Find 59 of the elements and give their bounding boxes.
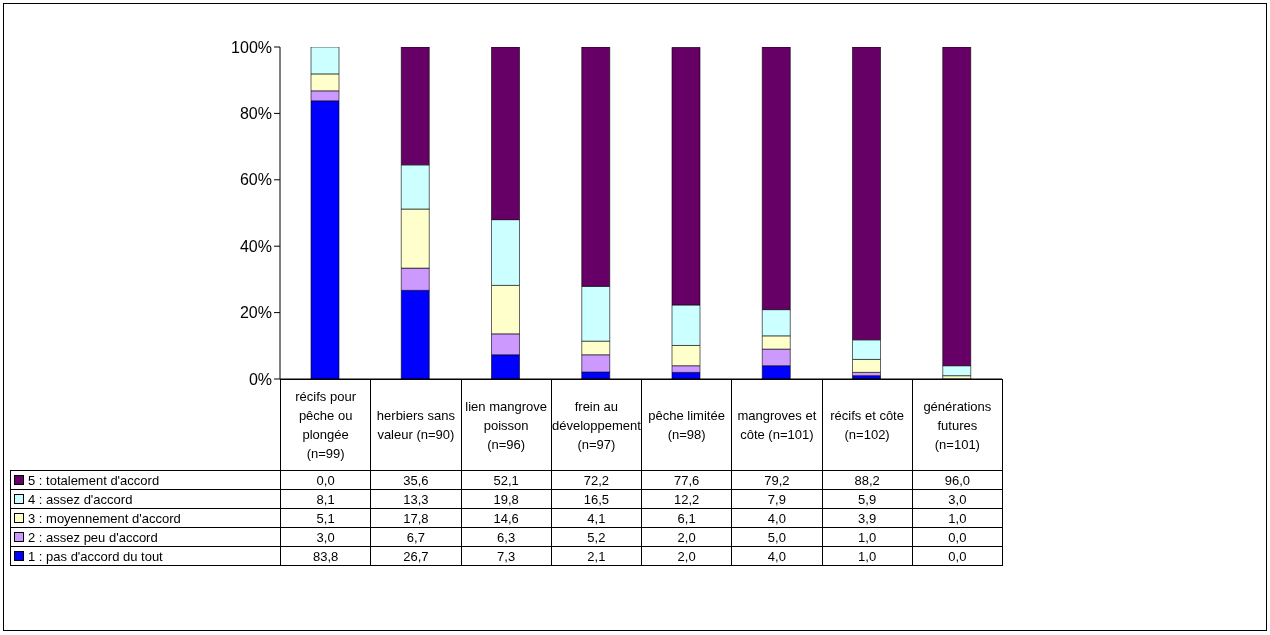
data-label: 3,9 — [821, 508, 913, 528]
data-label: 0,0 — [911, 546, 1003, 566]
legend-label: 3 : moyennement d'accord — [10, 508, 281, 528]
legend-label: 2 : assez peu d'accord — [10, 527, 281, 547]
data-label: 5,1 — [280, 508, 372, 528]
x-tick-label: mangroves et côte (n=101) — [731, 379, 823, 471]
data-label: 8,1 — [280, 489, 372, 509]
x-tick-label: lien mangrove poisson (n=96) — [460, 379, 552, 471]
data-label: 14,6 — [460, 508, 552, 528]
x-tick-label: herbiers sans valeur (n=90) — [370, 379, 462, 471]
data-label: 5,0 — [731, 527, 823, 547]
y-tick-label: 100% — [231, 38, 272, 56]
data-label: 1,0 — [821, 546, 913, 566]
data-label: 1,0 — [911, 508, 1003, 528]
data-label: 6,7 — [370, 527, 462, 547]
data-label: 4,0 — [731, 546, 823, 566]
y-tick-label: 0% — [248, 370, 272, 388]
data-label: 88,2 — [821, 470, 913, 490]
data-label: 4,0 — [731, 508, 823, 528]
x-tick-label: pêche limitée (n=98) — [641, 379, 733, 471]
legend-label: 4 : assez d'accord — [10, 489, 281, 509]
y-tick-label: 40% — [239, 237, 272, 255]
data-label: 77,6 — [641, 470, 733, 490]
data-label: 16,5 — [550, 489, 642, 509]
data-label: 7,9 — [731, 489, 823, 509]
data-label: 2,1 — [550, 546, 642, 566]
data-label: 5,9 — [821, 489, 913, 509]
data-label: 4,1 — [550, 508, 642, 528]
data-label: 79,2 — [731, 470, 823, 490]
y-tick-label: 60% — [239, 171, 272, 189]
data-label: 52,1 — [460, 470, 552, 490]
data-label: 19,8 — [460, 489, 552, 509]
data-label: 6,3 — [460, 527, 552, 547]
y-tick-label: 20% — [239, 304, 272, 322]
y-tick-label: 80% — [239, 105, 272, 123]
data-label: 26,7 — [370, 546, 462, 566]
data-label: 2,0 — [641, 546, 733, 566]
data-label: 96,0 — [911, 470, 1003, 490]
data-label: 1,0 — [821, 527, 913, 547]
data-label: 0,0 — [911, 527, 1003, 547]
data-label: 0,0 — [280, 470, 372, 490]
data-label: 13,3 — [370, 489, 462, 509]
legend-label: 1 : pas d'accord du tout — [10, 546, 281, 566]
data-label: 3,0 — [911, 489, 1003, 509]
data-label: 7,3 — [460, 546, 552, 566]
data-label: 2,0 — [641, 527, 733, 547]
legend-label: 5 : totalement d'accord — [10, 470, 281, 490]
data-label: 3,0 — [280, 527, 372, 547]
data-label: 83,8 — [280, 546, 372, 566]
data-label: 5,2 — [550, 527, 642, 547]
data-label: 35,6 — [370, 470, 462, 490]
x-tick-label: récifs pour pêche ou plongée (n=99) — [280, 379, 372, 471]
data-label: 17,8 — [370, 508, 462, 528]
x-tick-label: générations futures (n=101) — [911, 379, 1003, 471]
x-tick-label: frein au développement (n=97) — [550, 379, 642, 471]
data-label: 72,2 — [550, 470, 642, 490]
x-tick-label: récifs et côte (n=102) — [821, 379, 913, 471]
data-label: 6,1 — [641, 508, 733, 528]
data-label: 12,2 — [641, 489, 733, 509]
